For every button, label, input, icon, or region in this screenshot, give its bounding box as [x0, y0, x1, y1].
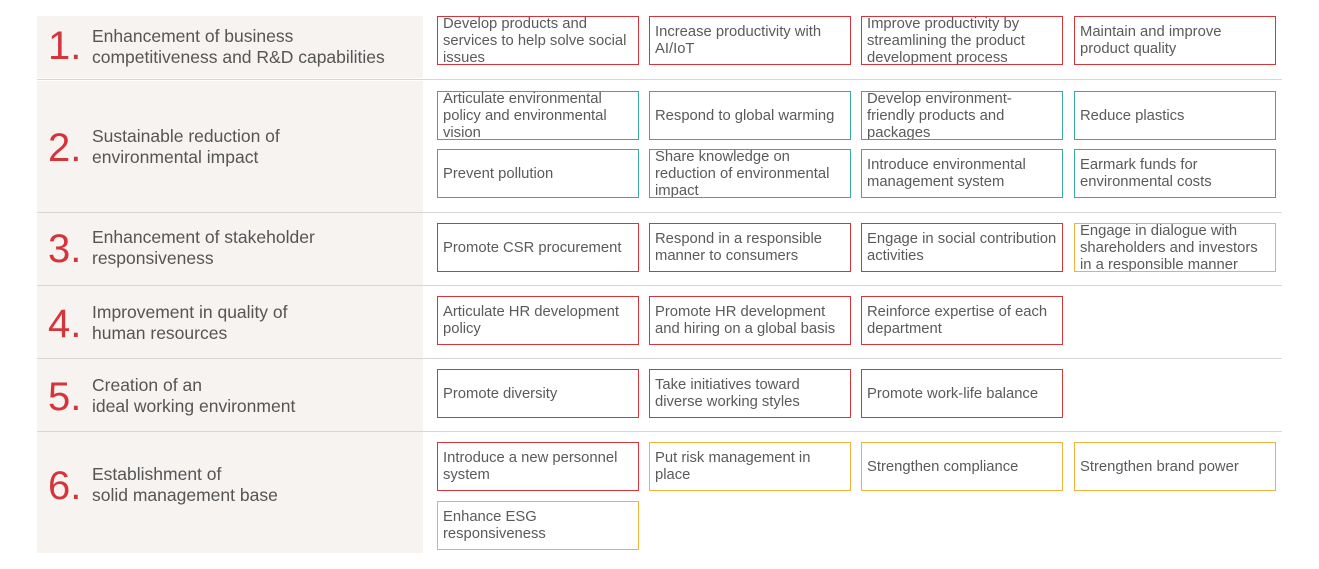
initiative-box: Promote work-life balance — [861, 369, 1063, 418]
initiative-label: Develop products and services to help so… — [443, 16, 627, 65]
initiative-label: Enhance ESG responsiveness — [443, 509, 546, 542]
initiative-label: Put risk management in place — [655, 450, 811, 483]
category-title: Enhancement of stakeholder responsivenes… — [92, 227, 315, 268]
initiative-box: Strengthen brand power — [1074, 442, 1276, 491]
initiative-label: Strengthen compliance — [867, 458, 1019, 475]
initiative-label: Promote HR development and hiring on a g… — [655, 304, 836, 337]
row-divider — [37, 212, 1282, 213]
initiative-box: Improve productivity by streamlining the… — [861, 16, 1063, 65]
initiative-box: Earmark funds for environmental costs — [1074, 149, 1276, 198]
initiative-box: Introduce a new personnel system — [437, 442, 639, 491]
category-title: Creation of an ideal working environment — [92, 375, 296, 416]
initiative-box: Reduce plastics — [1074, 91, 1276, 140]
row-divider — [37, 431, 1282, 432]
initiative-box: Articulate HR development policy — [437, 296, 639, 345]
category-number: 6. — [48, 464, 82, 508]
initiative-label: Maintain and improve product quality — [1080, 24, 1222, 57]
initiative-label: Promote CSR procurement — [443, 239, 622, 256]
initiative-box: Respond to global warming — [649, 91, 851, 140]
category-panel-2 — [37, 81, 423, 212]
category-panel-6 — [37, 432, 423, 553]
initiative-box: Put risk management in place — [649, 442, 851, 491]
initiative-box: Promote HR development and hiring on a g… — [649, 296, 851, 345]
initiative-label: Improve productivity by streamlining the… — [867, 16, 1025, 65]
initiative-label: Engage in social contribution activities — [867, 231, 1057, 264]
initiative-label: Increase productivity with AI/IoT — [655, 24, 822, 57]
initiative-box: Reinforce expertise of each department — [861, 296, 1063, 345]
initiative-label: Reinforce expertise of each department — [867, 304, 1048, 337]
initiative-box: Articulate environmental policy and envi… — [437, 91, 639, 140]
initiative-box: Take initiatives toward diverse working … — [649, 369, 851, 418]
initiative-label: Strengthen brand power — [1080, 458, 1239, 475]
category-number: 5. — [48, 375, 82, 419]
initiative-box: Develop products and services to help so… — [437, 16, 639, 65]
initiative-label: Respond to global warming — [655, 107, 835, 124]
category-number: 2. — [48, 126, 82, 170]
initiative-label: Share knowledge on reduction of environm… — [655, 149, 830, 198]
category-title: Establishment of solid management base — [92, 464, 278, 505]
initiative-box: Increase productivity with AI/IoT — [649, 16, 851, 65]
category-title: Enhancement of business competitiveness … — [92, 26, 385, 67]
initiative-label: Take initiatives toward diverse working … — [655, 377, 800, 410]
initiative-label: Introduce a new personnel system — [443, 450, 618, 483]
initiative-box: Prevent pollution — [437, 149, 639, 198]
initiative-label: Develop environment-friendly products an… — [867, 91, 1012, 140]
category-panel-5 — [37, 359, 423, 431]
initiative-label: Articulate environmental policy and envi… — [443, 91, 607, 140]
category-panel-4 — [37, 286, 423, 358]
category-number: 1. — [48, 24, 82, 68]
row-divider — [37, 285, 1282, 286]
initiative-box: Promote CSR procurement — [437, 223, 639, 272]
initiative-box: Strengthen compliance — [861, 442, 1063, 491]
initiative-label: Engage in dialogue with shareholders and… — [1080, 223, 1258, 272]
initiative-box: Share knowledge on reduction of environm… — [649, 149, 851, 198]
initiative-box: Engage in social contribution activities — [861, 223, 1063, 272]
row-divider — [37, 79, 1282, 80]
row-divider — [37, 358, 1282, 359]
initiative-label: Promote work-life balance — [867, 385, 1039, 402]
initiative-label: Respond in a responsible manner to consu… — [655, 231, 822, 264]
initiative-label: Prevent pollution — [443, 165, 554, 182]
initiative-box: Promote diversity — [437, 369, 639, 418]
initiative-label: Promote diversity — [443, 385, 558, 402]
initiative-label: Earmark funds for environmental costs — [1080, 157, 1212, 190]
initiative-box: Respond in a responsible manner to consu… — [649, 223, 851, 272]
initiative-box: Introduce environmental management syste… — [861, 149, 1063, 198]
category-panel-1 — [37, 16, 423, 78]
initiative-label: Articulate HR development policy — [443, 304, 620, 337]
category-number: 4. — [48, 302, 82, 346]
initiative-box: Maintain and improve product quality — [1074, 16, 1276, 65]
category-title: Sustainable reduction of environmental i… — [92, 126, 280, 167]
initiative-box: Enhance ESG responsiveness — [437, 501, 639, 550]
initiative-box: Develop environment-friendly products an… — [861, 91, 1063, 140]
initiative-label: Reduce plastics — [1080, 107, 1185, 124]
initiative-box: Engage in dialogue with shareholders and… — [1074, 223, 1276, 272]
category-panel-3 — [37, 213, 423, 285]
category-number: 3. — [48, 227, 82, 271]
initiative-label: Introduce environmental management syste… — [867, 157, 1026, 190]
category-title: Improvement in quality of human resource… — [92, 302, 288, 343]
